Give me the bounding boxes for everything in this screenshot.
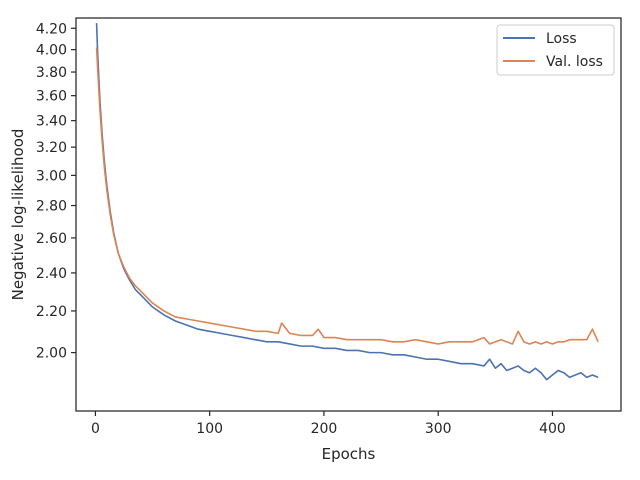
- y-tick-label: 3.40: [36, 114, 67, 130]
- x-tick-label: 400: [539, 421, 566, 437]
- plot-frame: [75, 17, 622, 412]
- series-line-loss: [95, 23, 599, 381]
- legend-label-val-loss: Val. loss: [546, 54, 603, 70]
- x-tick-label: 100: [196, 421, 223, 437]
- legend: Loss Val. loss: [496, 24, 615, 76]
- y-tick-label: 3.60: [36, 89, 67, 105]
- x-axis-label: Epochs: [322, 445, 376, 463]
- x-tick-label: 200: [311, 421, 338, 437]
- x-tick-label: 0: [91, 421, 100, 437]
- y-tick-label: 2.60: [36, 231, 67, 247]
- y-tick-label: 4.00: [36, 43, 67, 59]
- y-tick-label: 3.20: [36, 140, 67, 156]
- legend-label-loss: Loss: [546, 31, 577, 47]
- series-line-val-loss: [95, 47, 599, 345]
- y-axis-label: Negative log-likelihood: [9, 129, 27, 301]
- x-ticks: 0 100 200 300 400: [91, 411, 566, 437]
- plot-background: [76, 18, 621, 411]
- x-tick-label: 300: [425, 421, 452, 437]
- y-tick-label: 3.00: [36, 168, 67, 184]
- y-tick-label: 3.80: [36, 65, 67, 81]
- y-tick-label: 4.20: [36, 21, 67, 37]
- y-tick-label: 2.00: [36, 346, 67, 362]
- y-tick-label: 2.80: [36, 199, 67, 215]
- y-tick-label: 2.20: [36, 304, 67, 320]
- y-tick-label: 2.40: [36, 266, 67, 282]
- series-layer: [95, 23, 599, 381]
- y-ticks: 2.00 2.20 2.40 2.60 2.80 3.00 3.20 3.40 3.60 3.80…: [36, 21, 76, 362]
